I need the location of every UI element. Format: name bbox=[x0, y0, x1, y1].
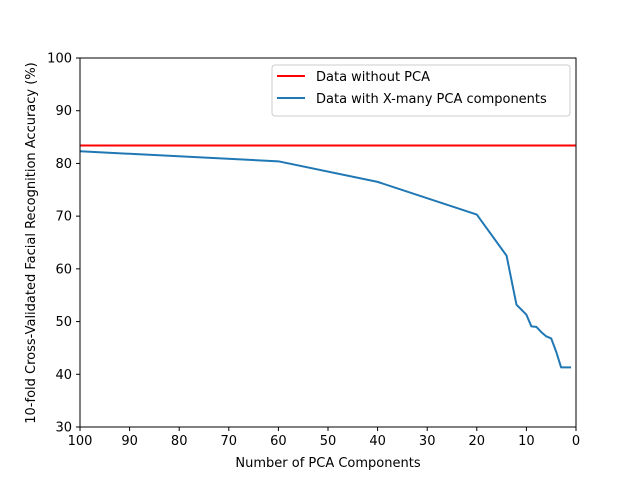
x-tick-label: 10 bbox=[518, 434, 535, 449]
y-tick-label: 90 bbox=[55, 104, 72, 119]
x-tick-label: 70 bbox=[221, 434, 238, 449]
x-tick-label: 60 bbox=[270, 434, 287, 449]
y-tick-label: 100 bbox=[47, 52, 72, 67]
x-tick-label: 40 bbox=[369, 434, 386, 449]
y-axis-label: 10-fold Cross-Validated Facial Recogniti… bbox=[24, 62, 39, 423]
y-tick-label: 70 bbox=[55, 210, 72, 225]
x-tick-label: 20 bbox=[469, 434, 486, 449]
legend-label-no-pca: Data without PCA bbox=[316, 70, 430, 85]
x-tick-label: 100 bbox=[68, 434, 93, 449]
plot-background bbox=[80, 58, 576, 427]
legend: Data without PCA Data with X-many PCA co… bbox=[271, 64, 571, 117]
y-tick-label: 50 bbox=[55, 315, 72, 330]
series-line-with-pca bbox=[79, 150, 572, 369]
x-tick-label: 80 bbox=[171, 434, 188, 449]
x-tick-label: 0 bbox=[572, 434, 580, 449]
y-tick-label: 40 bbox=[55, 368, 72, 383]
legend-label-with-pca: Data with X-many PCA components bbox=[316, 92, 547, 107]
x-tick-label: 50 bbox=[320, 434, 337, 449]
series-layer bbox=[79, 144, 576, 369]
y-tick-label: 60 bbox=[55, 262, 72, 277]
y-tick-label: 80 bbox=[55, 157, 72, 172]
plot-area bbox=[80, 58, 576, 427]
x-tick-label: 90 bbox=[121, 434, 138, 449]
legend-frame bbox=[271, 64, 571, 117]
x-axis-label: Number of PCA Components bbox=[235, 456, 420, 471]
x-tick-label: 30 bbox=[419, 434, 436, 449]
y-tick-label: 30 bbox=[55, 421, 72, 436]
